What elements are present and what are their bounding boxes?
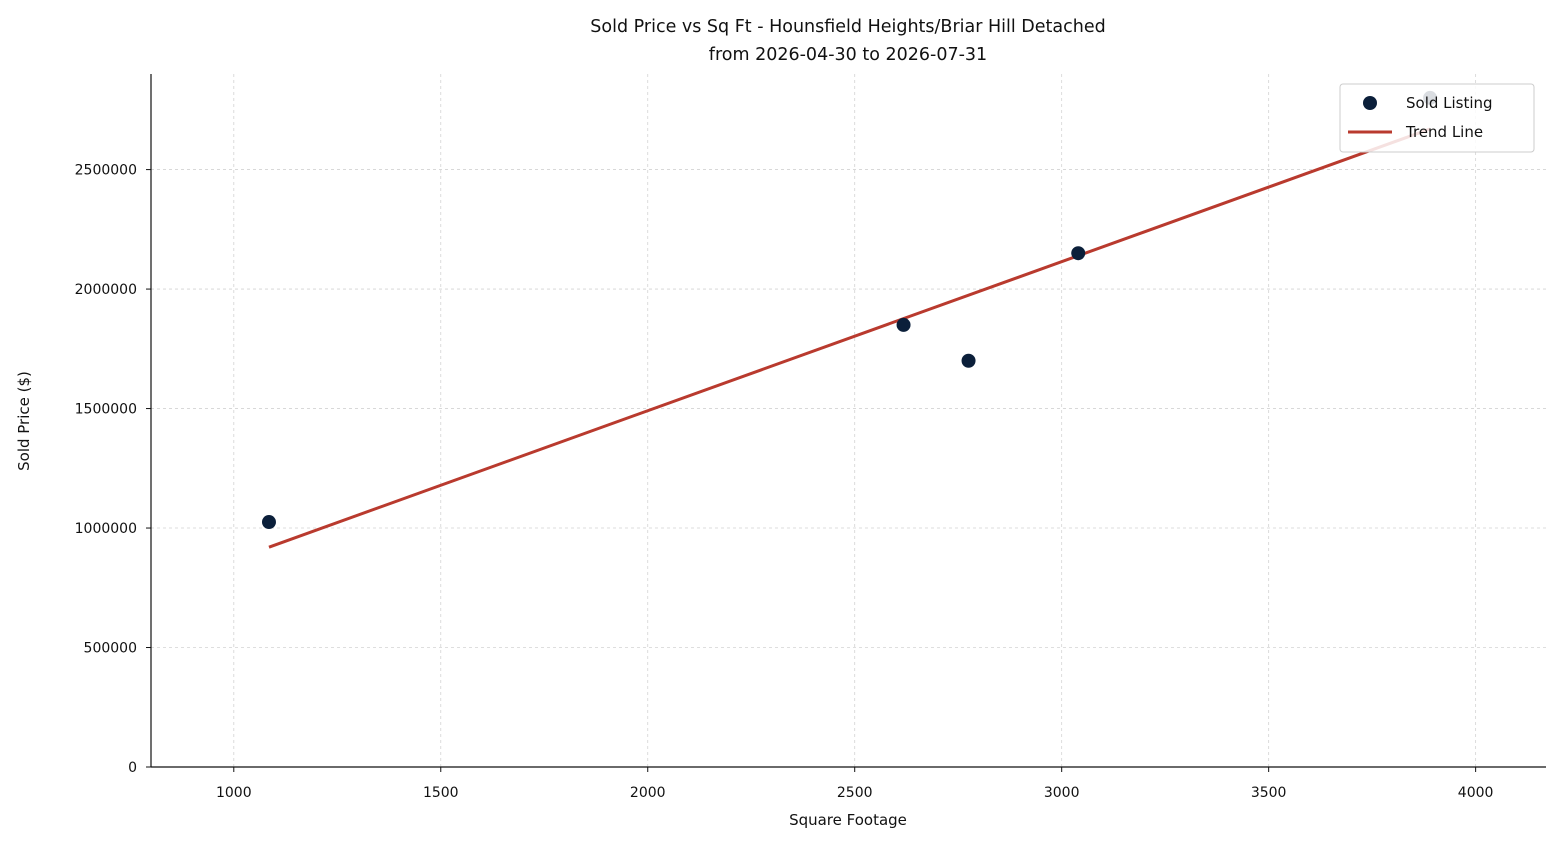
y-tick-label: 500000 [84, 641, 137, 657]
x-tick-label: 4000 [1458, 785, 1494, 801]
x-tick-label: 3500 [1251, 785, 1287, 801]
chart-subtitle: from 2026-04-30 to 2026-07-31 [709, 45, 987, 65]
trend-line [268, 127, 1431, 549]
legend-label-sold-listing: Sold Listing [1406, 94, 1493, 112]
y-tick-label: 0 [128, 760, 137, 776]
grid [151, 74, 1546, 767]
plot-area [261, 90, 1438, 549]
x-tick-label: 2500 [837, 785, 873, 801]
x-tick-label: 1500 [423, 785, 459, 801]
x-tick-label: 2000 [630, 785, 666, 801]
legend: Sold Listing Trend Line [1339, 83, 1535, 153]
y-tick-label: 2000000 [75, 282, 137, 298]
legend-box [1339, 83, 1535, 153]
data-point [896, 317, 911, 332]
y-axis-label: Sold Price ($) [15, 371, 33, 471]
legend-label-trend-line: Trend Line [1405, 123, 1483, 141]
y-axis-ticks: 0 500000 1000000 1500000 2000000 2500000 [75, 163, 151, 776]
y-tick-label: 1500000 [75, 402, 137, 418]
x-tick-label: 3000 [1044, 785, 1080, 801]
x-axis-label: Square Footage [789, 811, 907, 829]
y-tick-label: 1000000 [75, 521, 137, 537]
axes [150, 74, 1546, 768]
x-axis-ticks: 1000 1500 2000 2500 3000 3500 4000 [216, 767, 1493, 801]
legend-marker-sold-listing [1363, 96, 1377, 110]
x-tick-label: 1000 [216, 785, 252, 801]
data-point [261, 515, 276, 530]
data-point [1071, 246, 1086, 261]
chart-title: Sold Price vs Sq Ft - Hounsfield Heights… [590, 17, 1105, 37]
y-tick-label: 2500000 [75, 163, 137, 179]
data-point [961, 353, 976, 368]
